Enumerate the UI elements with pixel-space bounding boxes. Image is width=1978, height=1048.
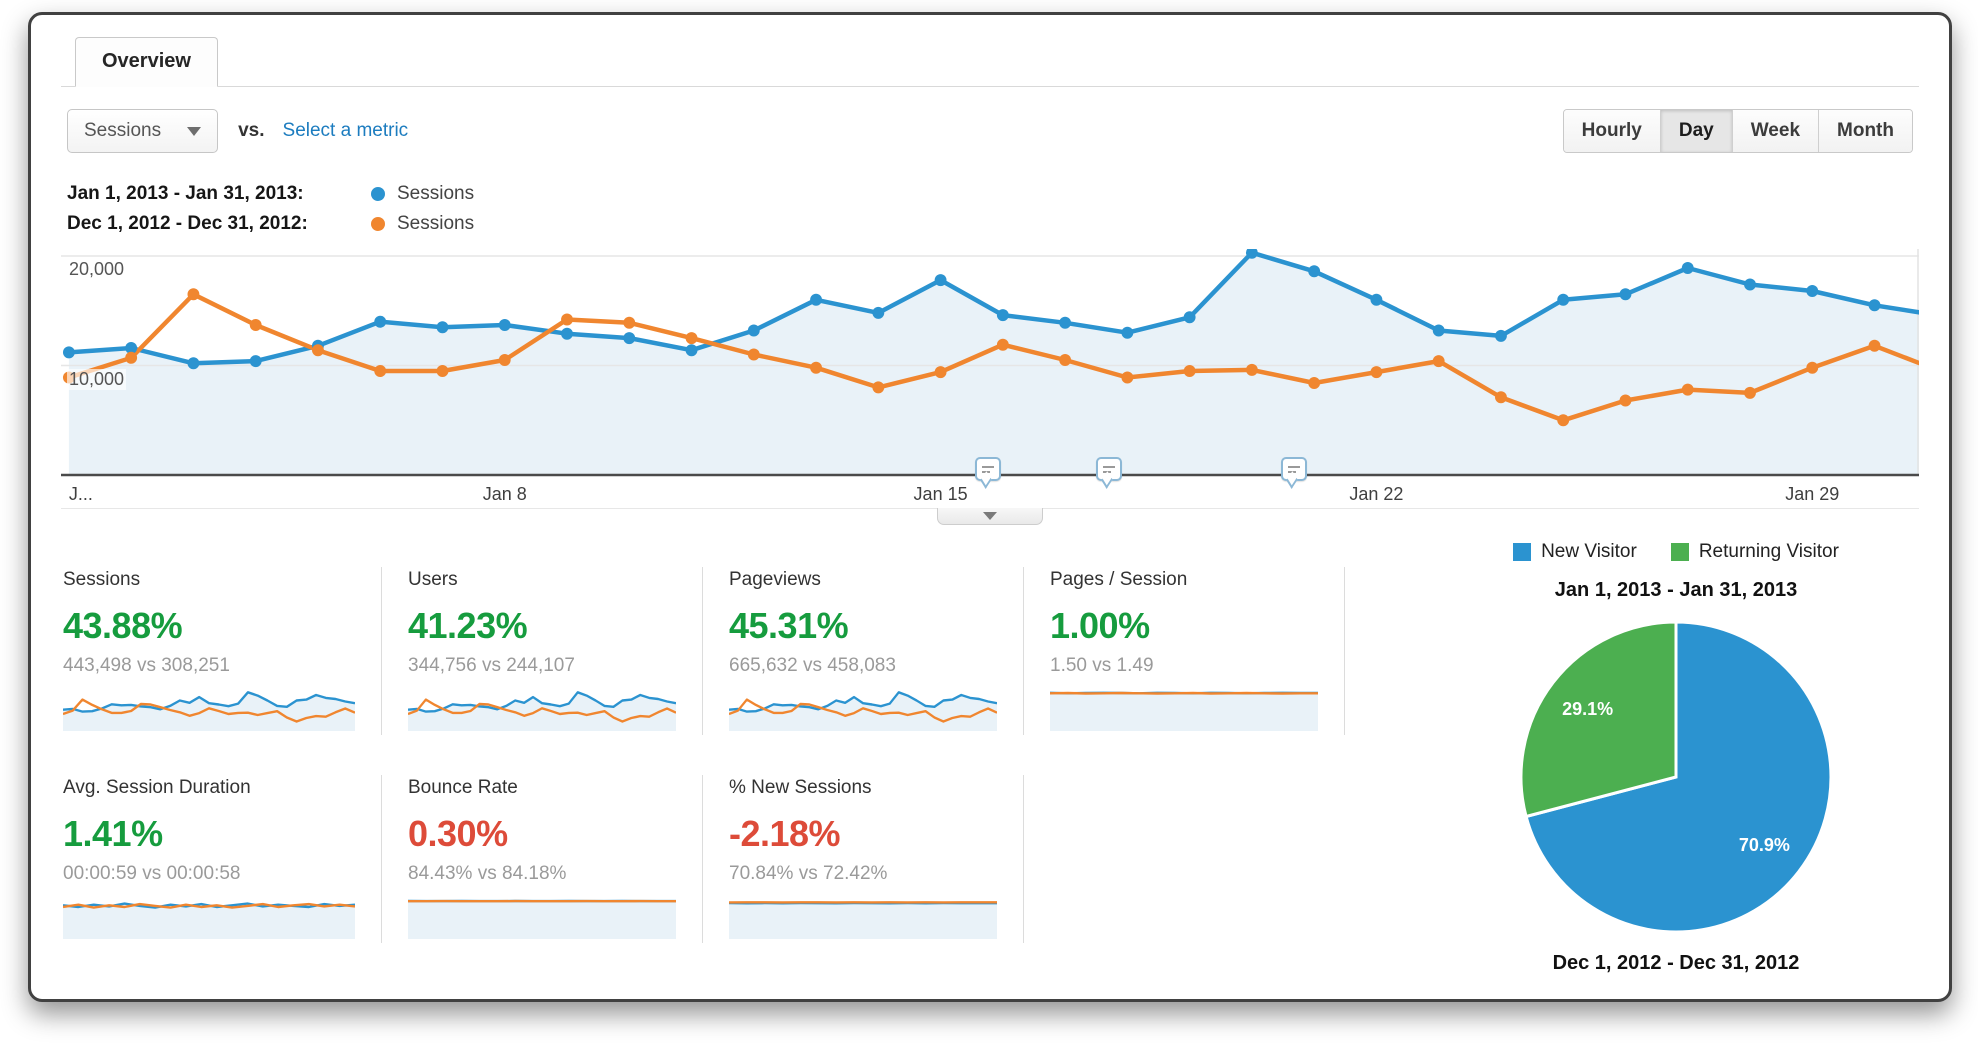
- legend-date-range-current: Jan 1, 2013 - Jan 31, 2013:: [67, 183, 304, 204]
- legend-date-range-previous: Dec 1, 2012 - Dec 31, 2012:: [67, 213, 308, 234]
- metric-cards-row-2: Avg. Session Duration 1.41% 00:00:59 vs …: [61, 775, 1345, 943]
- y-axis-tick-20000: 20,000: [67, 259, 127, 280]
- annotation-bubble-icon[interactable]: [974, 457, 1001, 481]
- annotation-bubble-icon[interactable]: [1281, 457, 1308, 481]
- legend-metric-current: Sessions: [397, 183, 475, 204]
- visitor-type-pie-chart[interactable]: 70.9% 29.1%: [1511, 612, 1841, 942]
- card-sparkline: [729, 901, 997, 939]
- vs-label: vs.: [238, 120, 265, 141]
- card-sparkline: [63, 902, 355, 939]
- card-comparison-values: 443,498 vs 308,251: [63, 655, 230, 676]
- granularity-segmented-control: Hourly Day Week Month: [1562, 109, 1913, 153]
- y-axis-tick-10000: 10,000: [67, 369, 127, 390]
- card-pageviews: Pageviews 45.31% 665,632 vs 458,083: [703, 567, 1024, 735]
- card-sessions: Sessions 43.88% 443,498 vs 308,251: [61, 567, 382, 735]
- card-comparison-values: 665,632 vs 458,083: [729, 655, 896, 676]
- pie-legend-new-visitor: New Visitor: [1513, 541, 1637, 563]
- metric-controls-row: Sessions vs. Select a metric Hourly Day …: [67, 109, 1913, 153]
- card-sparkline: [729, 691, 997, 731]
- pie-date-range-bottom: Dec 1, 2012 - Dec 31, 2012: [1552, 952, 1800, 974]
- card-sparkline: [63, 691, 355, 731]
- card-comparison-values: 00:00:59 vs 00:00:58: [63, 863, 241, 884]
- pie-slice-percent-label: 70.9%: [1739, 835, 1790, 855]
- pie-legend: New Visitor Returning Visitor: [1433, 541, 1919, 563]
- pie-date-range-top: Jan 1, 2013 - Jan 31, 2013: [1554, 579, 1798, 601]
- card-sparkline: [408, 899, 676, 939]
- card-title: Users: [408, 569, 458, 590]
- legend-row-previous: Dec 1, 2012 - Dec 31, 2012: Sessions: [67, 209, 1913, 239]
- card-change-pct: 43.88%: [63, 605, 183, 646]
- legend-row-current: Jan 1, 2013 - Jan 31, 2013: Sessions: [67, 179, 1913, 209]
- chart-collapse-handle[interactable]: [937, 508, 1043, 525]
- card-change-pct: 1.00%: [1050, 605, 1150, 646]
- card-title: Sessions: [63, 569, 141, 590]
- sessions-timeline-chart: 20,000 10,000 J... Jan 8 Jan 15 Jan 22 J…: [61, 249, 1919, 525]
- x-axis-label: Jan 22: [1349, 484, 1404, 504]
- annotation-bubble-icon[interactable]: [1096, 457, 1123, 481]
- x-axis-label: Jan 29: [1785, 484, 1840, 504]
- legend-metric-previous: Sessions: [397, 213, 475, 234]
- card-title: % New Sessions: [729, 777, 872, 798]
- card-change-pct: 1.41%: [63, 813, 163, 854]
- visitor-type-pie-panel: New Visitor Returning Visitor Jan 1, 201…: [1433, 541, 1919, 983]
- granularity-week-button[interactable]: Week: [1732, 110, 1820, 152]
- card-sparkline: [408, 691, 676, 731]
- card-bounce-rate: Bounce Rate 0.30% 84.43% vs 84.18%: [382, 775, 703, 943]
- card-pages-per-session: Pages / Session 1.00% 1.50 vs 1.49: [1024, 567, 1345, 735]
- tab-bar: Overview: [61, 33, 1919, 87]
- timeline-legend: Jan 1, 2013 - Jan 31, 2013: Sessions Dec…: [67, 179, 1913, 239]
- tab-overview-label: Overview: [102, 50, 191, 72]
- legend-swatch-blue-icon: [1513, 543, 1532, 561]
- chevron-down-icon: [187, 126, 202, 136]
- card-change-pct: 0.30%: [408, 813, 508, 854]
- card-avg-session-duration: Avg. Session Duration 1.41% 00:00:59 vs …: [61, 775, 382, 943]
- granularity-day-button[interactable]: Day: [1660, 110, 1733, 152]
- card-change-pct: 41.23%: [408, 605, 528, 646]
- granularity-hourly-button[interactable]: Hourly: [1563, 110, 1661, 152]
- granularity-month-button[interactable]: Month: [1819, 110, 1912, 152]
- analytics-overview-panel: Overview Sessions vs. Select a metric Ho…: [28, 12, 1952, 1002]
- card-title: Pageviews: [729, 569, 821, 590]
- card-title: Avg. Session Duration: [63, 777, 251, 798]
- series-dot-orange-icon: [371, 217, 385, 231]
- metric-dropdown[interactable]: Sessions: [67, 109, 219, 153]
- card-comparison-values: 84.43% vs 84.18%: [408, 863, 567, 884]
- pie-legend-label: New Visitor: [1541, 541, 1637, 562]
- card-users: Users 41.23% 344,756 vs 244,107: [382, 567, 703, 735]
- tab-overview[interactable]: Overview: [75, 37, 218, 87]
- card-title: Bounce Rate: [408, 777, 518, 798]
- x-axis-labels: J... Jan 8 Jan 15 Jan 22 Jan 29: [61, 477, 1919, 509]
- pie-slice-percent-label: 29.1%: [1562, 699, 1613, 719]
- series-dot-blue-icon: [371, 187, 385, 201]
- metric-cards: Sessions 43.88% 443,498 vs 308,251 Users…: [61, 567, 1345, 983]
- metric-cards-row-1: Sessions 43.88% 443,498 vs 308,251 Users…: [61, 567, 1345, 735]
- legend-swatch-green-icon: [1670, 543, 1689, 561]
- card-change-pct: -2.18%: [729, 813, 841, 854]
- card-title: Pages / Session: [1050, 569, 1188, 590]
- summary-section: Sessions 43.88% 443,498 vs 308,251 Users…: [61, 541, 1919, 983]
- pie-legend-label: Returning Visitor: [1698, 541, 1839, 562]
- card-change-pct: 45.31%: [729, 605, 849, 646]
- x-axis-label: J...: [68, 484, 93, 504]
- card-comparison-values: 1.50 vs 1.49: [1050, 655, 1154, 676]
- x-axis-label: Jan 15: [913, 484, 968, 504]
- select-metric-link[interactable]: Select a metric: [282, 120, 409, 141]
- timeline-plot-area[interactable]: 20,000 10,000: [61, 249, 1919, 481]
- collapse-caret-icon: [983, 512, 997, 520]
- card-percent-new-sessions: % New Sessions -2.18% 70.84% vs 72.42%: [703, 775, 1024, 943]
- card-sparkline: [1050, 691, 1318, 731]
- metric-dropdown-value: Sessions: [84, 120, 162, 141]
- card-comparison-values: 70.84% vs 72.42%: [729, 863, 888, 884]
- pie-legend-returning-visitor: Returning Visitor: [1670, 541, 1839, 563]
- card-comparison-values: 344,756 vs 244,107: [408, 655, 575, 676]
- timeline-svg: [61, 249, 1919, 477]
- x-axis-label: Jan 8: [482, 484, 527, 504]
